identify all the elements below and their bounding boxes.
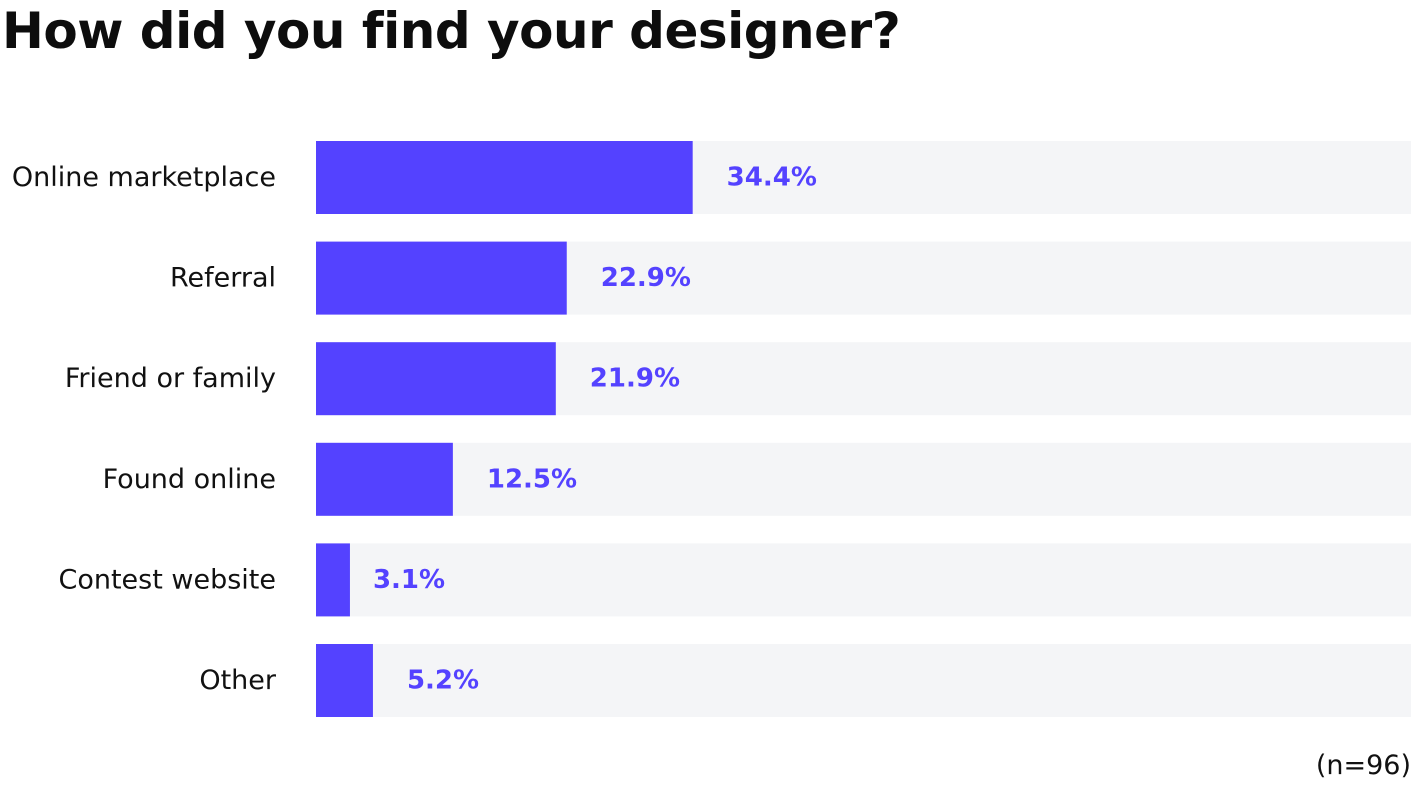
value-label-online-marketplace: 34.4% xyxy=(727,163,817,193)
value-label-contest-website: 3.1% xyxy=(373,565,445,595)
bar-track-found-online xyxy=(316,442,1411,516)
bar-track-contest-website xyxy=(316,543,1411,617)
bars xyxy=(316,141,693,717)
value-label-referral: 22.9% xyxy=(601,263,691,293)
category-label-friend-or-family: Friend or family xyxy=(65,363,276,394)
chart-title: How did you find your designer? xyxy=(2,2,901,60)
bar-track-other xyxy=(316,644,1411,717)
value-label-found-online: 12.5% xyxy=(487,464,577,494)
value-label-friend-or-family: 21.9% xyxy=(590,364,680,394)
bar-other xyxy=(316,644,373,717)
value-label-other: 5.2% xyxy=(407,666,479,696)
bar-referral xyxy=(316,241,567,315)
category-label-other: Other xyxy=(199,665,277,696)
bar-friend-or-family xyxy=(316,342,556,416)
bar-tracks xyxy=(316,141,1411,717)
category-label-found-online: Found online xyxy=(103,464,276,495)
category-label-contest-website: Contest website xyxy=(58,564,276,595)
category-label-referral: Referral xyxy=(170,263,276,294)
bar-found-online xyxy=(316,442,453,516)
bar-online-marketplace xyxy=(316,141,693,214)
category-label-online-marketplace: Online marketplace xyxy=(12,162,276,193)
sample-size-note: (n=96) xyxy=(1315,750,1411,781)
category-labels: Online marketplace Referral Friend or fami… xyxy=(12,162,277,696)
bar-contest-website xyxy=(316,543,350,617)
value-labels: 34.4% 22.9% 21.9% 12.5% 3.1% 5.2% xyxy=(373,163,817,696)
